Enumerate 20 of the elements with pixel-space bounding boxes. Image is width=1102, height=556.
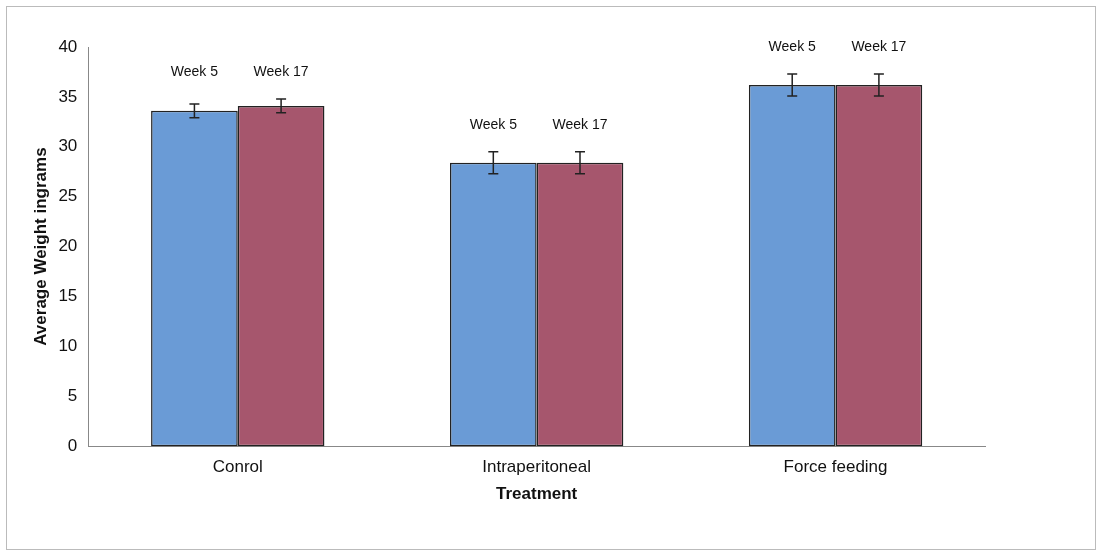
x-axis-title: Treatment xyxy=(496,484,578,504)
y-axis-title: Average Weight ingrams xyxy=(30,147,50,346)
y-tick-label: 10 xyxy=(58,336,78,356)
y-tick-label: 30 xyxy=(58,136,78,156)
text: Week 17 xyxy=(552,115,608,132)
y-tick-label: 25 xyxy=(58,186,78,206)
text: Week 5 xyxy=(170,62,219,79)
y-tick-label: 0 xyxy=(67,435,78,455)
y-tick-label: 40 xyxy=(58,36,78,56)
y-tick-label: 5 xyxy=(67,385,78,405)
x-tick-label: Intraperitoneal xyxy=(482,457,591,477)
text: Week 5 xyxy=(469,115,517,132)
text: Week 5 xyxy=(768,37,817,54)
text: Week 17 xyxy=(253,62,309,79)
y-tick-label: 35 xyxy=(58,86,78,106)
y-tick-label: 15 xyxy=(58,286,78,306)
y-tick-label: 20 xyxy=(58,236,78,256)
x-tick-label: Conrol xyxy=(212,457,263,477)
text: Week 17 xyxy=(851,37,907,54)
x-tick-label: Force feeding xyxy=(783,457,888,477)
